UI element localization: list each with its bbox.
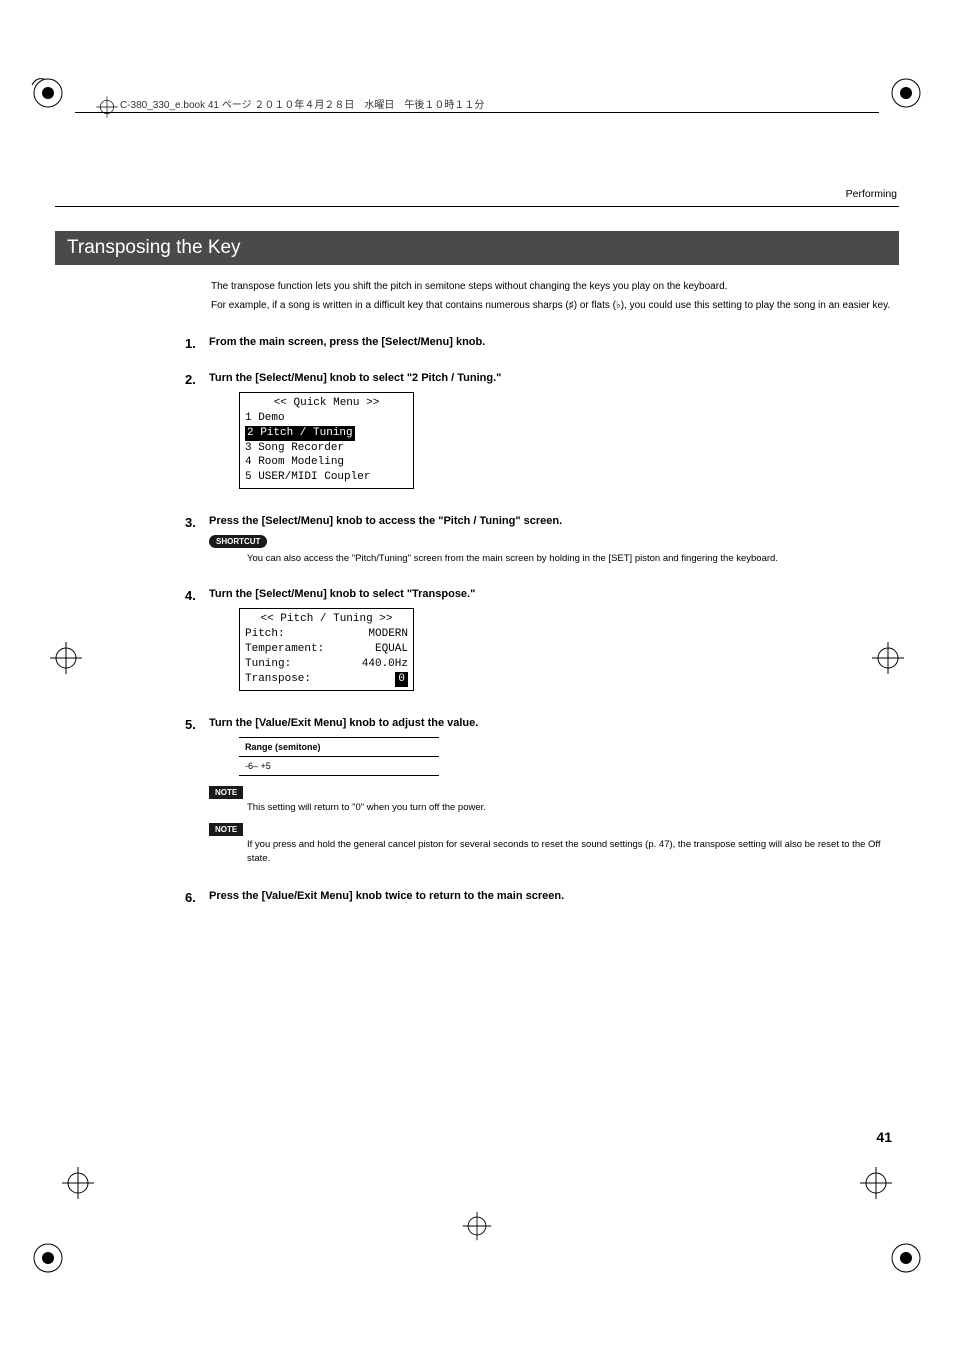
lcd-label: Tuning:	[245, 657, 291, 672]
step-4: 4. Turn the [Select/Menu] knob to select…	[185, 588, 899, 700]
step-number: 2.	[185, 372, 209, 387]
lcd-header: << Pitch / Tuning >>	[245, 612, 408, 627]
step-title: Turn the [Value/Exit Menu] knob to adjus…	[209, 717, 899, 729]
step-5: 5. Turn the [Value/Exit Menu] knob to ad…	[185, 717, 899, 875]
step-title: Turn the [Select/Menu] knob to select "2…	[209, 372, 899, 384]
lcd-value-selected: 0	[395, 672, 408, 687]
lcd-line: 3 Song Recorder	[245, 441, 408, 456]
table-header: Range (semitone)	[239, 737, 439, 757]
printer-mark-icon	[888, 1240, 924, 1276]
lcd-line: 4 Room Modeling	[245, 455, 408, 470]
page-number: 41	[876, 1129, 892, 1145]
note-text: If you press and hold the general cancel…	[247, 838, 899, 867]
intro-block: The transpose function lets you shift th…	[211, 279, 899, 314]
range-table: Range (semitone) -6– +5	[239, 737, 439, 776]
note-badge: NOTE	[209, 786, 243, 799]
shortcut-text: You can also access the "Pitch/Tuning" s…	[247, 552, 899, 566]
lcd-line: 5 USER/MIDI Coupler	[245, 470, 408, 485]
lcd-value: EQUAL	[375, 642, 408, 657]
crosshair-icon	[461, 1210, 493, 1247]
note-text: This setting will return to "0" when you…	[247, 801, 899, 815]
crosshair-icon	[858, 1165, 894, 1201]
step-number: 4.	[185, 588, 209, 603]
note-badge: NOTE	[209, 823, 243, 836]
lcd-pitch-tuning: << Pitch / Tuning >> Pitch: MODERN Temper…	[239, 608, 414, 690]
section-label: Performing	[55, 188, 899, 200]
page-title: Transposing the Key	[55, 231, 899, 265]
step-title: From the main screen, press the [Select/…	[209, 336, 899, 348]
header-rule	[75, 112, 879, 113]
intro-p2: For example, if a song is written in a d…	[211, 298, 899, 314]
lcd-value: 440.0Hz	[362, 657, 408, 672]
lcd-header: << Quick Menu >>	[245, 396, 408, 411]
step-6: 6. Press the [Value/Exit Menu] knob twic…	[185, 890, 899, 910]
step-number: 5.	[185, 717, 209, 732]
lcd-line: 1 Demo	[245, 411, 408, 426]
step-number: 6.	[185, 890, 209, 905]
step-title: Press the [Value/Exit Menu] knob twice t…	[209, 890, 899, 902]
lcd-value: MODERN	[368, 627, 408, 642]
step-number: 1.	[185, 336, 209, 351]
step-3: 3. Press the [Select/Menu] knob to acces…	[185, 515, 899, 572]
crosshair-icon	[95, 95, 119, 124]
lcd-line-selected: 2 Pitch / Tuning	[245, 426, 355, 441]
crosshair-icon	[60, 1165, 96, 1201]
table-cell: -6– +5	[239, 757, 439, 776]
step-1: 1. From the main screen, press the [Sele…	[185, 336, 899, 356]
header-book-info: C-380_330_e.book 41 ページ ２０１０年４月２８日 水曜日 午…	[120, 96, 484, 111]
printer-mark-icon	[30, 75, 66, 111]
shortcut-badge: SHORTCUT	[209, 535, 267, 548]
intro-p1: The transpose function lets you shift th…	[211, 279, 899, 295]
step-title: Turn the [Select/Menu] knob to select "T…	[209, 588, 899, 600]
lcd-label: Pitch:	[245, 627, 285, 642]
lcd-label: Temperament:	[245, 642, 324, 657]
lcd-quick-menu: << Quick Menu >> 1 Demo 2 Pitch / Tuning…	[239, 392, 414, 489]
step-title: Press the [Select/Menu] knob to access t…	[209, 515, 899, 527]
lcd-label: Transpose:	[245, 672, 311, 687]
step-number: 3.	[185, 515, 209, 530]
content-top-rule	[55, 206, 899, 207]
step-2: 2. Turn the [Select/Menu] knob to select…	[185, 372, 899, 499]
printer-mark-icon	[30, 1240, 66, 1276]
printer-mark-icon	[888, 75, 924, 111]
